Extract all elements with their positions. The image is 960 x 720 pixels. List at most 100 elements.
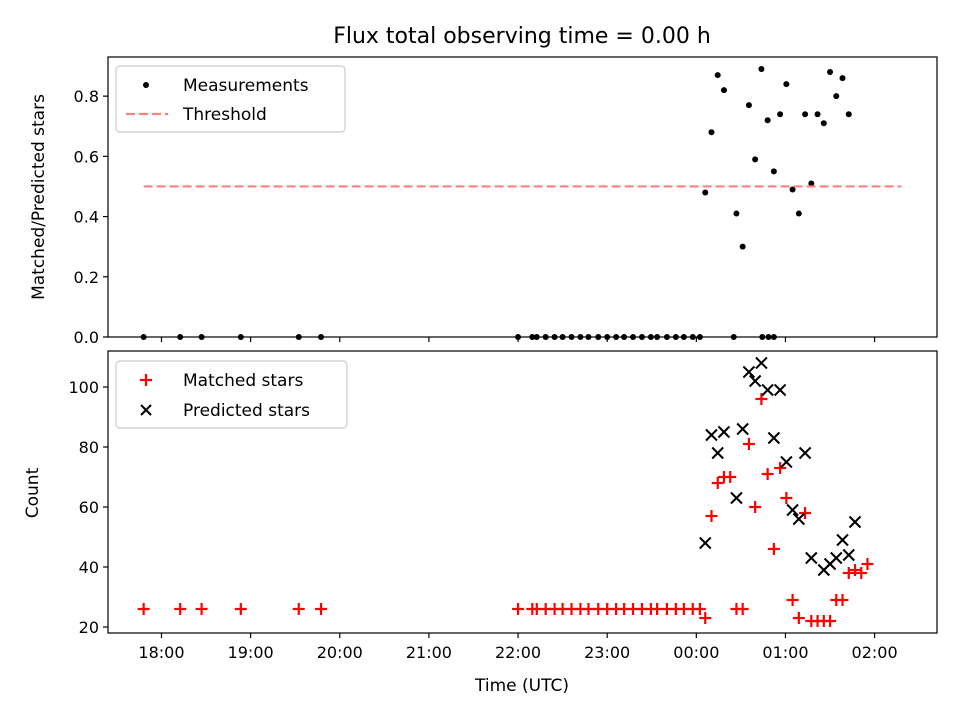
measurements-point — [758, 66, 765, 73]
matched-stars-point — [755, 393, 768, 405]
predicted-stars-point — [842, 548, 855, 562]
legend-measurements-label: Measurements — [183, 76, 309, 96]
measurements-point — [833, 93, 840, 100]
top-y-tick-label: 0.0 — [74, 328, 99, 347]
bottom-x-tick-label: 00:00 — [673, 643, 719, 662]
predicted-stars-point — [767, 431, 781, 445]
chart-title: Flux total observing time = 0.00 h — [333, 24, 711, 49]
bottom-y-axis-label: Count — [23, 467, 43, 518]
top-panel: Flux total observing time = 0.00 h 0.0 0.… — [29, 24, 938, 347]
bottom-x-tick-label: 21:00 — [406, 643, 452, 662]
bottom-x-tick-label: 18:00 — [138, 643, 184, 662]
legend-predicted-label: Predicted stars — [183, 401, 310, 421]
matched-stars-point — [786, 594, 799, 606]
matched-stars-point — [799, 507, 812, 519]
bottom-x-tick-label: 19:00 — [228, 643, 274, 662]
bottom-y-tick-label: 100 — [68, 378, 99, 397]
measurements-point — [733, 210, 740, 217]
predicted-stars-point — [786, 503, 799, 517]
top-y-axis-label: Matched/Predicted stars — [29, 94, 49, 300]
measurements-point — [839, 75, 846, 82]
legend-threshold-label: Threshold — [182, 105, 267, 125]
matched-stars-point — [780, 492, 793, 504]
measurements-point — [708, 129, 715, 136]
bottom-legend: Matched stars Predicted stars — [115, 360, 348, 429]
top-panel-frame — [107, 56, 938, 338]
bottom-y-tick-label: 80 — [79, 438, 99, 457]
predicted-stars-point — [773, 383, 787, 397]
bottom-x-tick-label: 23:00 — [584, 643, 630, 662]
measurements-point — [720, 87, 727, 94]
measurements-point — [745, 102, 752, 109]
bottom-panel-axes: 20 40 60 80 100 18:00 19:00 20:00 21:00 22:00 23:0… — [68, 378, 897, 662]
matched-stars-point — [855, 567, 868, 579]
measurements-point — [802, 111, 809, 118]
bottom-x-tick-label: 01:00 — [762, 643, 808, 662]
measurements-point — [752, 156, 759, 163]
bottom-x-tick-label: 20:00 — [317, 643, 363, 662]
predicted-stars-point — [711, 446, 724, 460]
matched-stars-point — [315, 603, 328, 615]
measurements-point — [845, 111, 852, 118]
matched-stars-point — [861, 558, 874, 570]
measurements-point — [739, 243, 746, 250]
matched-stars-point — [742, 438, 755, 450]
bottom-y-tick-label: 40 — [79, 558, 99, 577]
measurements-point — [789, 186, 796, 193]
matched-stars-point — [512, 603, 525, 615]
predicted-stars-point — [805, 551, 818, 565]
matched-stars-point — [137, 603, 150, 615]
predicted-stars-point — [761, 383, 774, 397]
predicted-stars-point — [705, 428, 718, 442]
matched-stars-point — [724, 471, 737, 483]
top-y-tick-label: 0.8 — [74, 87, 99, 106]
matched-stars-point — [195, 603, 208, 615]
legend-predicted-marker — [140, 404, 152, 416]
matched-stars-point — [761, 468, 774, 480]
matched-stars-point — [174, 603, 187, 615]
matched-stars-point — [711, 477, 724, 489]
measurements-point — [820, 120, 827, 127]
top-y-tick-label: 0.2 — [74, 268, 99, 287]
predicted-stars-point — [836, 533, 849, 547]
predicted-stars-point — [736, 422, 749, 436]
bottom-panel-marks — [137, 356, 874, 627]
legend-matched-label: Matched stars — [183, 371, 303, 391]
predicted-stars-point — [717, 425, 731, 439]
matched-stars-point — [705, 510, 718, 522]
matched-stars-point — [848, 564, 861, 576]
matched-stars-point — [767, 543, 780, 555]
predicted-stars-point — [780, 455, 793, 469]
measurements-point — [795, 210, 802, 217]
measurements-point — [714, 72, 721, 79]
legend-measurements-marker — [143, 82, 149, 88]
measurements-point — [777, 111, 784, 118]
matched-stars-point — [693, 603, 706, 615]
measurements-point — [808, 180, 815, 187]
matched-stars-point — [842, 567, 855, 579]
predicted-stars-point — [830, 551, 843, 565]
bottom-legend-box — [115, 360, 348, 429]
predicted-stars-point — [730, 491, 743, 505]
matched-stars-point — [749, 501, 762, 513]
measurements-point — [783, 81, 790, 88]
legend-matched-marker — [140, 374, 152, 386]
matched-stars-point — [292, 603, 305, 615]
measurements-point — [770, 168, 777, 175]
measurements-point — [702, 189, 709, 196]
measurements-point — [814, 111, 821, 118]
x-axis-label: Time (UTC) — [474, 676, 569, 696]
matched-stars-point — [824, 615, 837, 627]
measurements-point — [764, 117, 771, 124]
measurements-point — [827, 69, 834, 76]
top-legend: Measurements Threshold — [115, 65, 346, 133]
predicted-stars-point — [848, 515, 862, 529]
predicted-stars-point — [755, 356, 768, 370]
matched-stars-point — [774, 462, 787, 474]
matched-stars-point — [736, 603, 749, 615]
bottom-y-tick-label: 60 — [79, 498, 99, 517]
top-y-tick-label: 0.4 — [74, 208, 99, 227]
top-legend-box — [115, 65, 346, 133]
bottom-panel: 20 40 60 80 100 18:00 19:00 20:00 21:00 22:00 23:0… — [23, 350, 938, 696]
